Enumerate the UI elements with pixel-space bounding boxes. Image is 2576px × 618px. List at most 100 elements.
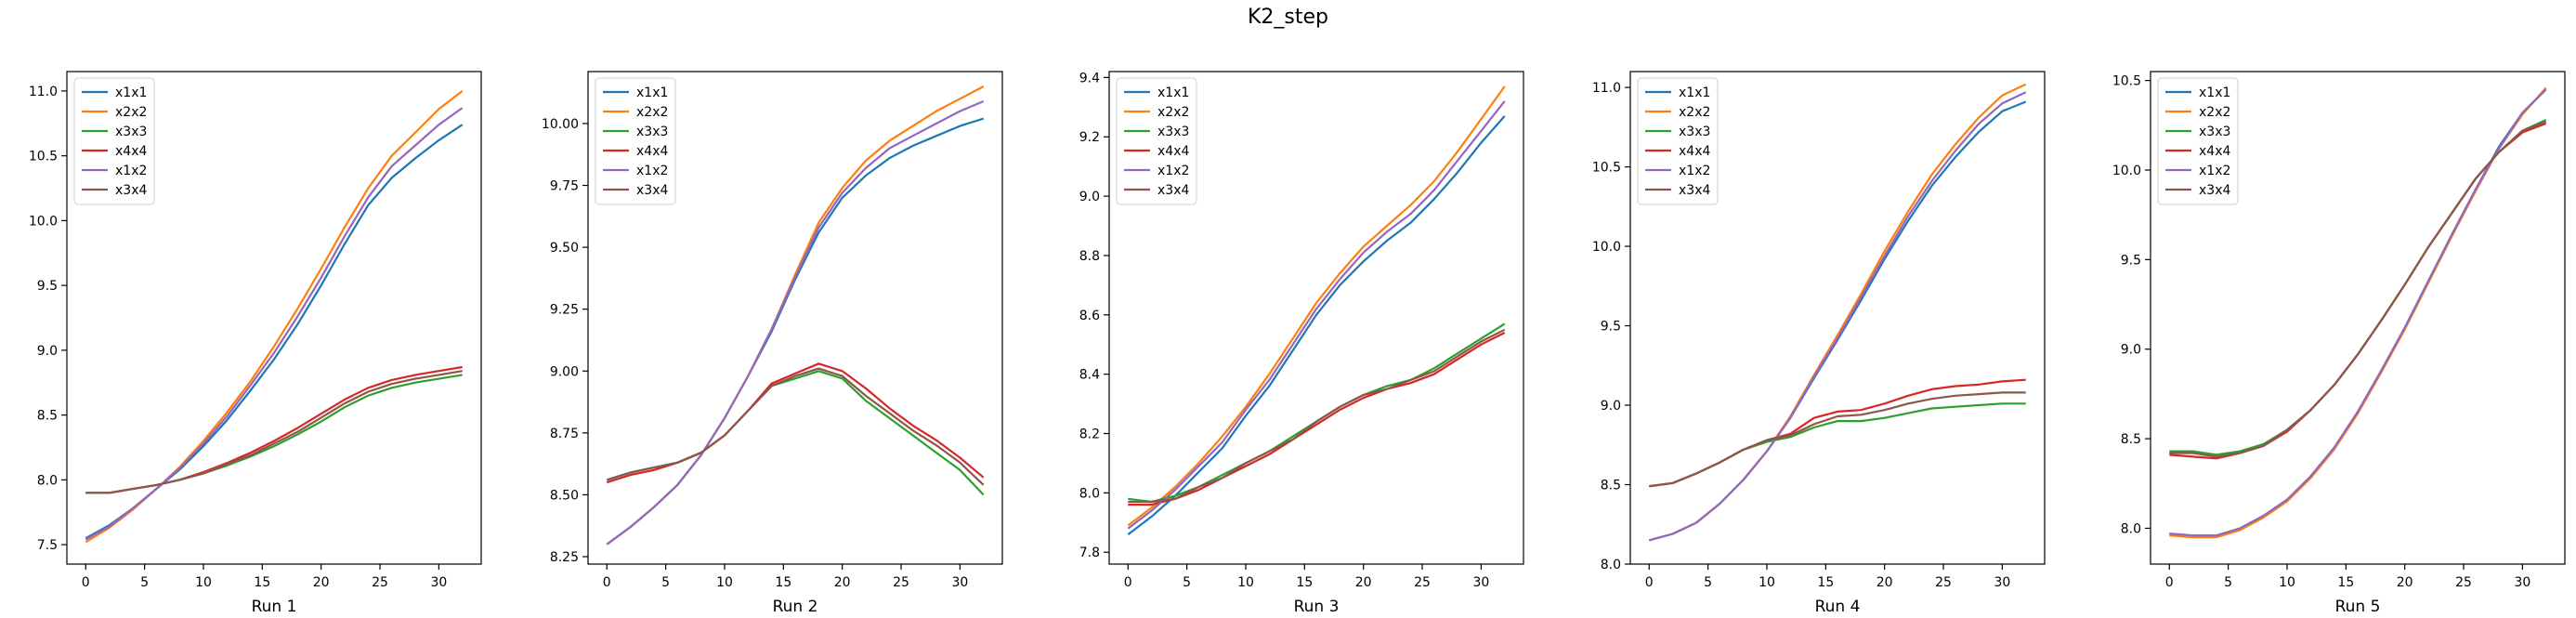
y-tick-label: 8.0 (1079, 486, 1100, 501)
series-line-x1x2 (1649, 91, 2027, 542)
series-line-x3x4 (606, 367, 985, 486)
x-tick-label: 20 (834, 575, 851, 590)
y-tick-label: 9.0 (37, 344, 58, 359)
y-tick-label: 8.5 (37, 409, 58, 424)
x-axis-label: Run 3 (1294, 598, 1340, 616)
legend: x1x1 x2x2 x3x3 x4x4 x1x2 x3x4 (1116, 77, 1197, 205)
legend-box (595, 77, 676, 205)
y-tick-label: 8.0 (2121, 521, 2141, 536)
x-axis-label: Run 5 (2335, 598, 2381, 616)
legend-label-x3x4: x3x4 (1157, 183, 1189, 198)
legend-label-x3x4: x3x4 (115, 183, 147, 198)
legend-label-x2x2: x2x2 (1157, 105, 1189, 120)
y-tick-label: 9.4 (1079, 71, 1100, 85)
chart-panel-4: 0 5 10 15 20 25 30 8.0 8.5 9.0 9.5 10.0 10.5 11.0 Run … (1592, 71, 2046, 616)
legend-label-x4x4: x4x4 (2199, 144, 2230, 159)
x-tick-label: 15 (1817, 575, 1834, 590)
y-tick-label: 10.5 (1592, 161, 1621, 176)
x-tick-label: 5 (2224, 575, 2232, 590)
legend-label-x4x4: x4x4 (636, 144, 668, 159)
y-tick-label: 9.2 (1079, 130, 1100, 145)
y-tick-label: 11.0 (29, 85, 58, 99)
x-tick-label: 20 (1876, 575, 1893, 590)
series-line-x1x2 (606, 99, 985, 546)
x-tick-label: 10 (195, 575, 212, 590)
y-tick-label: 10.5 (2112, 74, 2141, 89)
y-tick-label: 10.0 (2112, 164, 2141, 178)
legend-label-x1x2: x1x2 (1679, 164, 1710, 178)
x-tick-label: 25 (1414, 575, 1431, 590)
legend-label-x2x2: x2x2 (1679, 105, 1710, 120)
x-tick-label: 5 (661, 575, 670, 590)
legend-label-x1x2: x1x2 (2199, 164, 2230, 178)
y-tick-label: 8.2 (1079, 427, 1100, 442)
legend-label-x1x2: x1x2 (1157, 164, 1189, 178)
plot-frame (1108, 71, 1524, 565)
legend-label-x1x1: x1x1 (1157, 85, 1189, 100)
x-tick-label: 10 (1759, 575, 1775, 590)
series-line-x3x3 (606, 370, 985, 496)
y-tick-label: 8.50 (550, 488, 579, 503)
legend-label-x3x3: x3x3 (636, 125, 668, 139)
legend-label-x2x2: x2x2 (115, 105, 147, 120)
y-tick-label: 9.5 (1601, 320, 1621, 335)
series-line-x2x2 (1127, 85, 1506, 527)
x-axis-label: Run 1 (252, 598, 297, 616)
plot-frame (66, 71, 482, 565)
legend-label-x4x4: x4x4 (1157, 144, 1189, 159)
legend-label-x3x3: x3x3 (115, 125, 147, 139)
x-tick-label: 0 (603, 575, 611, 590)
x-tick-label: 25 (372, 575, 388, 590)
chart-panel-5: 0 5 10 15 20 25 30 8.0 8.5 9.0 9.5 10.0 10.5 Run 5 x1x… (2112, 71, 2566, 616)
legend-label-x1x1: x1x1 (1679, 85, 1710, 100)
y-tick-label: 9.0 (1079, 190, 1100, 204)
y-tick-label: 9.5 (37, 279, 58, 294)
series-line-x3x3 (1128, 322, 1506, 504)
x-tick-label: 20 (313, 575, 330, 590)
chart-panel-1: 0 5 10 15 20 25 30 7.5 8.0 8.5 9.0 9.5 10.0 10.5 11.0 R… (29, 71, 482, 616)
x-tick-label: 0 (2165, 575, 2174, 590)
x-tick-label: 5 (140, 575, 149, 590)
legend-label-x1x2: x1x2 (115, 164, 147, 178)
series-line-x3x4 (85, 370, 463, 494)
legend-box (1116, 77, 1197, 205)
y-tick-label: 9.00 (550, 364, 579, 379)
x-tick-label: 15 (1296, 575, 1313, 590)
x-tick-label: 15 (254, 575, 270, 590)
x-tick-label: 30 (1472, 575, 1489, 590)
legend: x1x1 x2x2 x3x3 x4x4 x1x2 x3x4 (1637, 77, 1719, 205)
series-line-x1x1 (1127, 115, 1506, 535)
y-tick-label: 9.5 (2121, 253, 2141, 268)
x-tick-label: 0 (1124, 575, 1132, 590)
x-tick-label: 20 (1355, 575, 1372, 590)
legend-label-x2x2: x2x2 (636, 105, 668, 120)
legend: x1x1 x2x2 x3x3 x4x4 x1x2 x3x4 (595, 77, 676, 205)
legend-label-x3x4: x3x4 (1679, 183, 1710, 198)
y-tick-label: 9.75 (550, 179, 579, 194)
legend-label-x3x4: x3x4 (636, 183, 668, 198)
x-tick-label: 10 (716, 575, 733, 590)
plot-frame (2150, 71, 2566, 565)
y-tick-label: 8.8 (1079, 249, 1100, 264)
x-tick-label: 5 (1704, 575, 1712, 590)
x-tick-label: 10 (1237, 575, 1254, 590)
y-tick-label: 9.0 (1601, 399, 1621, 414)
x-tick-label: 0 (1645, 575, 1654, 590)
x-tick-label: 30 (2514, 575, 2530, 590)
series-line-x3x4 (1649, 391, 2026, 488)
x-tick-label: 10 (2279, 575, 2295, 590)
legend-label-x3x3: x3x3 (1157, 125, 1189, 139)
x-axis-label: Run 2 (773, 598, 818, 616)
y-tick-label: 8.0 (1601, 558, 1621, 572)
y-tick-label: 10.0 (1592, 240, 1621, 255)
legend-box (73, 77, 155, 205)
y-tick-label: 7.8 (1079, 546, 1100, 560)
y-tick-label: 7.5 (37, 538, 58, 553)
y-tick-label: 9.25 (550, 303, 579, 318)
x-tick-label: 30 (430, 575, 447, 590)
legend-label-x4x4: x4x4 (1679, 144, 1710, 159)
y-tick-label: 8.0 (37, 473, 58, 488)
series-line-x1x2 (85, 107, 464, 541)
plot-frame (587, 71, 1003, 565)
